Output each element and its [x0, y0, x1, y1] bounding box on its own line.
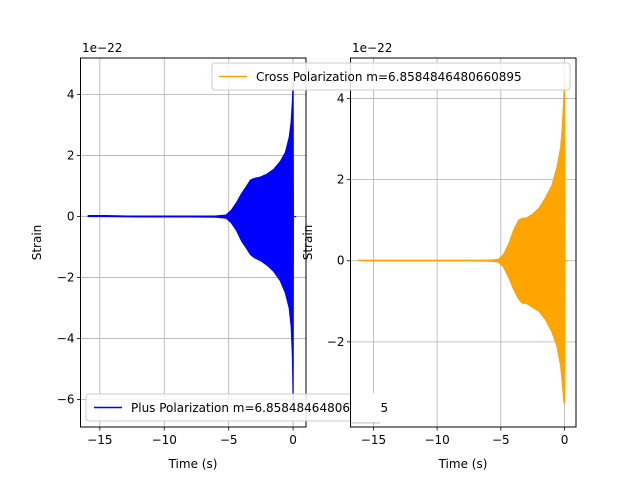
right-panel: −15 −10 −5 0 −2 0 2 4 1e−22 Time (s) Strain: [301, 41, 577, 471]
left-axes-frame: [80, 57, 307, 428]
right-x-tick-label: 0: [561, 433, 569, 447]
left-y-tick-label: 0: [67, 210, 75, 224]
right-x-tick-label: −5: [492, 433, 510, 447]
right-legend-label: Cross Polarization m=6.8584846480660895: [256, 70, 522, 84]
left-x-tick-label: −5: [220, 433, 238, 447]
left-y-tick-label: 2: [67, 149, 75, 163]
right-axes-frame: [350, 57, 577, 428]
left-y-tick-label: 4: [67, 88, 75, 102]
left-y-offset-text: 1e−22: [82, 41, 122, 55]
right-y-tick-label: −2: [327, 335, 345, 349]
right-y-offset-text: 1e−22: [352, 41, 392, 55]
right-legend: Cross Polarization m=6.8584846480660895: [211, 62, 571, 91]
left-x-tick-label: −15: [87, 433, 112, 447]
left-y-tick-label: −6: [57, 393, 75, 407]
left-y-axis-label: Strain: [30, 225, 44, 261]
left-x-tick-label: 0: [289, 433, 297, 447]
right-series-envelope: [361, 73, 568, 404]
right-y-tick-label: 2: [337, 173, 345, 187]
left-series-waveform: [87, 81, 297, 401]
left-panel: −15 −10 −5 0 −6 −4 −2 0 2 4 1e−22 Time (s) Strain: [30, 41, 307, 471]
right-occluder: [350, 393, 381, 424]
right-y-tick-label: 0: [337, 254, 345, 268]
left-y-tick-label: −4: [57, 332, 75, 346]
right-x-tick-label: −15: [361, 433, 386, 447]
left-legend: Plus Polarization m=6.8584846480660895: [85, 393, 388, 422]
left-x-axis-label: Time (s): [168, 457, 218, 471]
left-series-envelope: [87, 81, 297, 401]
left-x-tick-label: −10: [152, 433, 177, 447]
right-ticks: −15 −10 −5 0 −2 0 2 4: [327, 92, 569, 447]
left-ticks: −15 −10 −5 0 −6 −4 −2 0 2 4: [57, 88, 297, 447]
left-y-tick-label: −2: [57, 271, 75, 285]
left-legend-label: Plus Polarization m=6.8584846480660895: [131, 401, 388, 415]
right-y-tick-label: 4: [337, 92, 345, 106]
right-legend-frame: [211, 62, 571, 91]
right-x-axis-label: Time (s): [438, 457, 488, 471]
right-x-tick-label: −10: [424, 433, 449, 447]
right-series-waveform: [358, 73, 568, 404]
right-occluder-patch: [350, 393, 381, 422]
right-y-axis-label: Strain: [301, 225, 315, 261]
